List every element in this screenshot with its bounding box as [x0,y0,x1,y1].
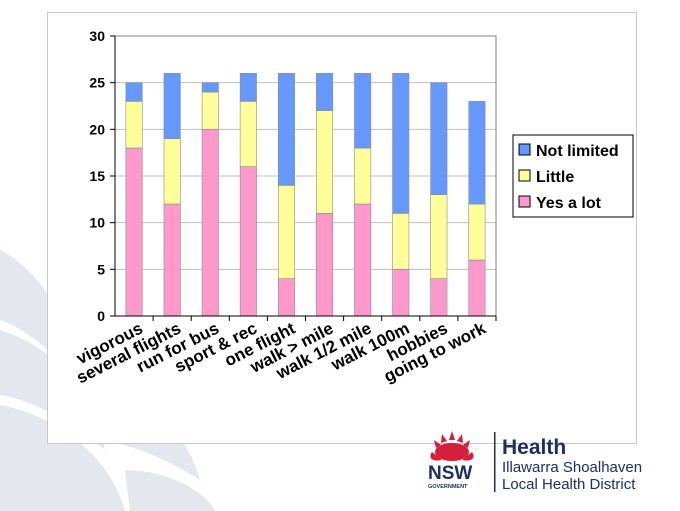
government-wordmark: GOVERNMENT [428,484,468,490]
bar-not-limited [354,73,372,149]
bar-not-limited [163,73,181,139]
logo-divider [494,432,496,492]
y-tick-label: 10 [89,215,105,231]
y-tick-label: 5 [97,261,105,277]
y-tick-label: 0 [97,308,105,324]
bar-yes-a-lot [277,278,295,317]
legend-swatch-not-limited [518,143,531,156]
bar-little [239,101,257,167]
bar-not-limited [316,73,334,111]
bar-not-limited [125,82,143,102]
bar-yes-a-lot [125,147,143,317]
health-title: Health [502,436,566,459]
nsw-wordmark: NSW [428,463,472,484]
district-name-line1: Illawarra Shoalhaven [502,459,642,476]
bar-little [430,194,448,279]
bar-yes-a-lot [392,269,410,317]
legend-label-not-limited: Not limited [536,143,619,160]
legend-label-yes-a-lot: Yes a lot [536,195,602,212]
chart-legend: Not limited Little Yes a lot [512,134,634,218]
bar-yes-a-lot [201,129,219,317]
bar-series [125,73,486,317]
bar-yes-a-lot [316,213,334,317]
legend-label-little: Little [536,169,574,186]
y-tick-label: 20 [89,121,105,137]
bar-yes-a-lot [468,259,486,317]
district-name-line2: Local Health District [502,476,636,493]
bar-little [201,91,219,130]
bar-not-limited [239,73,257,102]
bar-yes-a-lot [354,203,372,317]
bar-little [125,101,143,149]
bar-not-limited [468,101,486,205]
y-tick-label: 15 [89,168,105,184]
legend-frame [512,134,634,218]
bar-little [468,203,486,261]
bar-yes-a-lot [239,166,257,317]
y-tick-label: 25 [89,75,105,91]
bar-little [392,213,410,270]
chart-axes [110,35,497,321]
bar-yes-a-lot [430,278,448,317]
bar-little [354,147,372,205]
bar-yes-a-lot [163,203,181,317]
bar-little [316,110,334,214]
waratah-icon [430,431,474,461]
bar-little [163,138,181,205]
nsw-health-logo: NSW GOVERNMENT Health Illawarra Shoalhav… [428,431,642,493]
chart-panel: 0 5 10 15 20 25 30 vigorous several flights run … [47,12,637,444]
legend-swatch-little [518,169,531,182]
bar-not-limited [392,73,410,214]
bar-not-limited [201,82,219,93]
bar-little [277,185,295,279]
bar-not-limited [430,82,448,195]
y-tick-labels: 0 5 10 15 20 25 30 [89,28,105,324]
bar-not-limited [277,73,295,186]
y-tick-label: 30 [89,28,105,44]
legend-swatch-yes-a-lot [518,195,531,208]
